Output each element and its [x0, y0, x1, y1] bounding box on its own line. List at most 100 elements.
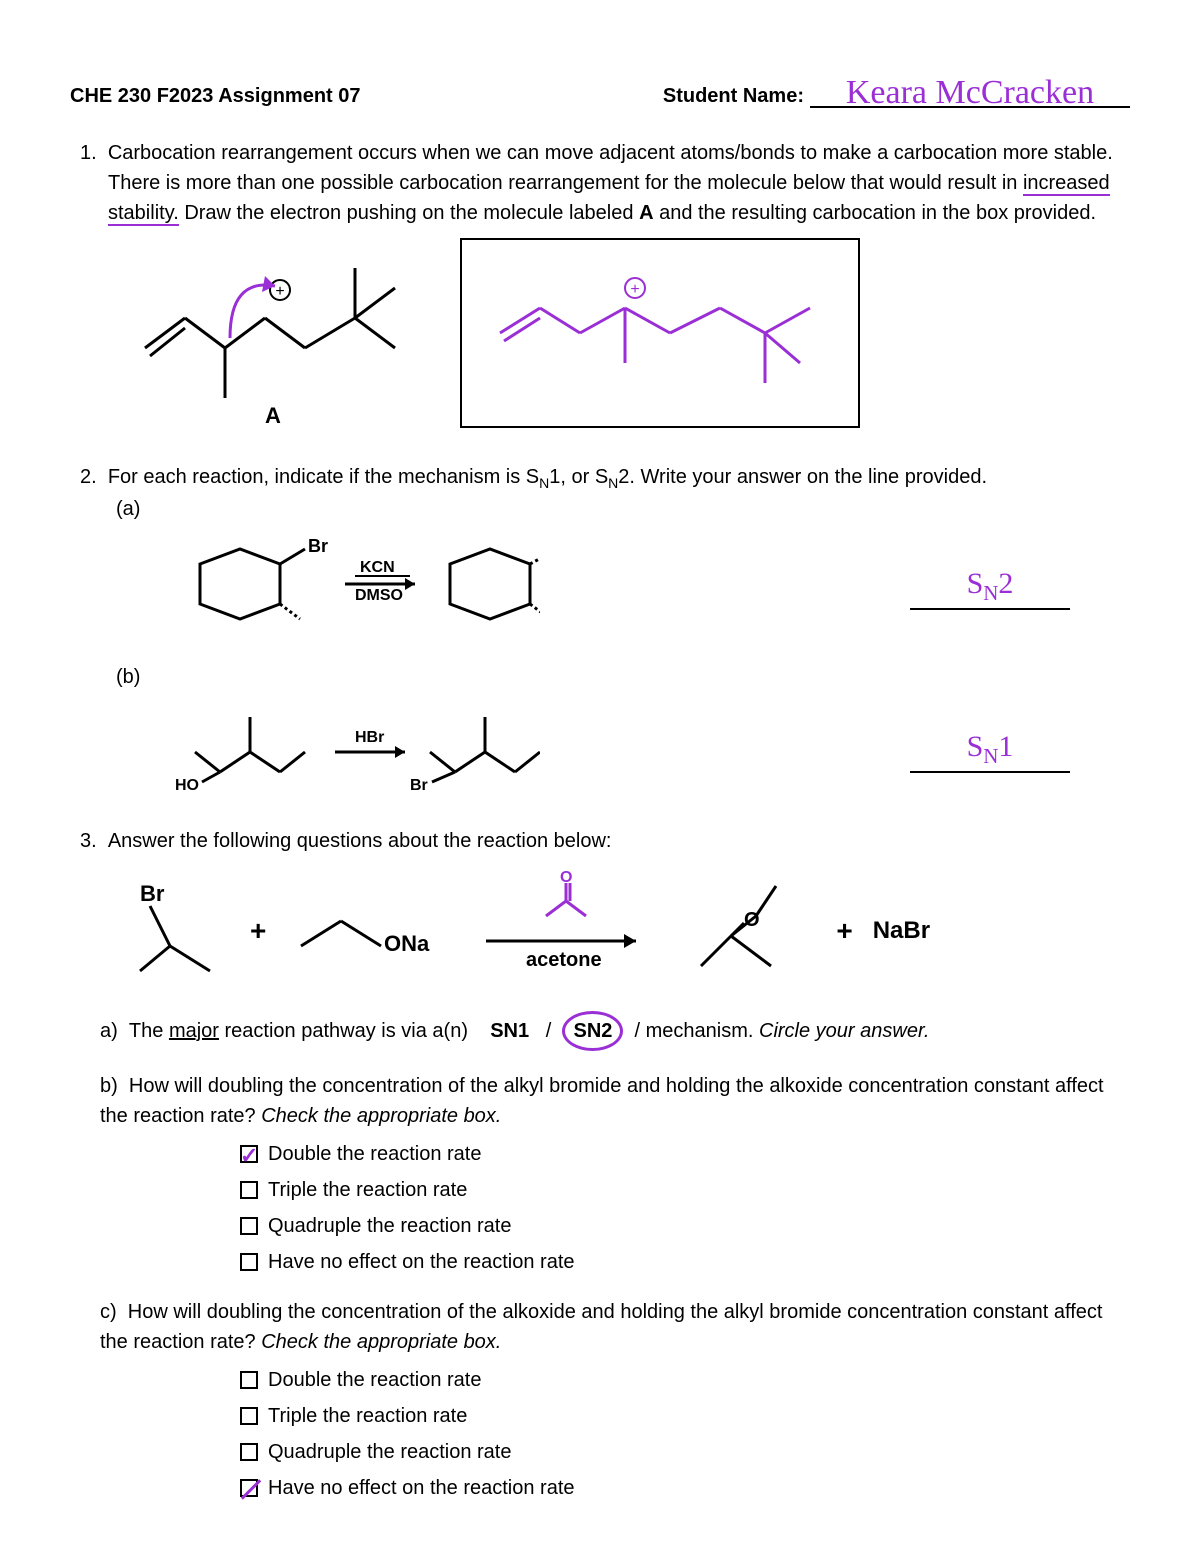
q2b-svg: HO HBr Br: [160, 702, 540, 802]
question-2: 2. For each reaction, indicate if the me…: [80, 462, 1130, 802]
q2b-answer-line: SN1: [910, 732, 1070, 773]
q3a: a) The major reaction pathway is via a(n…: [100, 1011, 1130, 1051]
q3b-opt-1: Triple the reaction rate: [240, 1175, 1130, 1205]
q3b-opt-0: Double the reaction rate: [240, 1139, 1130, 1169]
page: CHE 230 F2023 Assignment 07 Student Name…: [0, 0, 1200, 1567]
q3-number: 3.: [80, 830, 97, 852]
q3-text-main: Answer the following questions about the…: [108, 830, 612, 852]
q2a-answer-line: SN2: [910, 569, 1070, 610]
checkbox-icon[interactable]: [240, 1407, 258, 1425]
q3b-opt-2: Quadruple the reaction rate: [240, 1211, 1130, 1241]
q3a-italic: Circle your answer.: [759, 1020, 929, 1042]
checkbox-icon[interactable]: [240, 1371, 258, 1389]
svg-text:Br: Br: [410, 777, 428, 794]
q2-part-b-label: (b): [116, 662, 1130, 692]
q2-text-a: For each reaction, indicate if the mecha…: [108, 466, 539, 488]
q3b-opt3-label: Have no effect on the reaction rate: [268, 1247, 575, 1277]
q2-sn1: 1, or S: [549, 466, 608, 488]
course-title: CHE 230 F2023 Assignment 07: [70, 85, 361, 108]
q2-part-a-label: (a): [116, 494, 1130, 524]
svg-text:+: +: [275, 283, 284, 300]
q1-number: 1.: [80, 142, 97, 164]
q1-bold-a: A: [639, 202, 653, 224]
q3-plus2: +: [836, 910, 852, 952]
q3c-text: How will doubling the concentration of t…: [100, 1301, 1102, 1353]
q3a-sn1: SN1: [490, 1020, 529, 1042]
name-block: Student Name: Keara McCracken: [663, 70, 1130, 108]
q3b-label: b): [100, 1075, 118, 1097]
q3c-opt0-label: Double the reaction rate: [268, 1365, 481, 1395]
q3a-sn2-circled: SN2: [562, 1011, 623, 1051]
question-3: 3. Answer the following questions about …: [80, 826, 1130, 1503]
q3a-t2: reaction pathway is via a(n): [219, 1020, 468, 1042]
q2-number: 2.: [80, 466, 97, 488]
q3-reactant1: Br: [110, 876, 230, 986]
q3b-text: How will doubling the concentration of t…: [100, 1075, 1104, 1127]
q3a-sn2: SN2: [573, 1020, 612, 1042]
q3a-t3: / mechanism.: [635, 1020, 759, 1042]
checkbox-icon[interactable]: [240, 1181, 258, 1199]
q2a-reagent-top: KCN: [360, 559, 395, 576]
checkbox-icon[interactable]: [240, 1253, 258, 1271]
q3b-opt2-label: Quadruple the reaction rate: [268, 1211, 512, 1241]
q2b-reagent: HBr: [355, 729, 384, 746]
q3a-label: a): [100, 1020, 118, 1042]
q2a-svg: Br KCN DMSO CN: [160, 534, 540, 644]
q3-arrow: O acetone: [476, 871, 656, 991]
q3b-opt1-label: Triple the reaction rate: [268, 1175, 467, 1205]
q1-answer-box: +: [460, 238, 860, 428]
q3c-opt3-label: Have no effect on the reaction rate: [268, 1473, 575, 1503]
svg-text:O: O: [560, 871, 572, 886]
molecule-a-svg: + A: [130, 238, 420, 438]
q3b-italic: Check the appropriate box.: [261, 1105, 501, 1127]
q3-text: 3. Answer the following questions about …: [80, 826, 1130, 856]
q3-nabr: NaBr: [873, 913, 930, 949]
q3b: b) How will doubling the concentration o…: [100, 1071, 1130, 1131]
q3c-italic: Check the appropriate box.: [261, 1331, 501, 1353]
q3-product: O: [676, 871, 816, 991]
q1-text: 1. Carbocation rearrangement occurs when…: [80, 138, 1130, 228]
checkbox-icon[interactable]: [240, 1145, 258, 1163]
q2b-answer: SN1: [967, 730, 1014, 763]
q3c-opt-0: Double the reaction rate: [240, 1365, 1130, 1395]
svg-text:Br: Br: [308, 536, 328, 556]
q1-text-c: and the resulting carbocation in the box…: [654, 202, 1097, 224]
q2-rxn-b: HO HBr Br SN1: [160, 702, 1130, 802]
q3a-major: major: [169, 1020, 219, 1042]
q3c-opt-2: Quadruple the reaction rate: [240, 1437, 1130, 1467]
q2-sn2: 2. Write your answer on the line provide…: [618, 466, 987, 488]
q2a-answer: SN2: [967, 567, 1014, 600]
svg-text:+: +: [630, 281, 639, 298]
checkbox-icon[interactable]: [240, 1479, 258, 1497]
q3b-opt0-label: Double the reaction rate: [268, 1139, 481, 1169]
svg-text:O: O: [744, 909, 760, 931]
header: CHE 230 F2023 Assignment 07 Student Name…: [70, 70, 1130, 108]
q3c-opt-1: Triple the reaction rate: [240, 1401, 1130, 1431]
q1-text-a: Carbocation rearrangement occurs when we…: [108, 142, 1113, 194]
q2a-reagent-bot: DMSO: [355, 587, 403, 604]
q1-answer-svg: +: [480, 253, 840, 413]
q3-scheme: Br + ONa: [110, 871, 1130, 991]
q2-text: 2. For each reaction, indicate if the me…: [80, 462, 1130, 494]
q1-text-b: Draw the electron pushing on the molecul…: [179, 202, 639, 224]
q3c-opt2-label: Quadruple the reaction rate: [268, 1437, 512, 1467]
checkbox-icon[interactable]: [240, 1217, 258, 1235]
q3-reactant2: ONa: [286, 891, 456, 971]
question-1: 1. Carbocation rearrangement occurs when…: [80, 138, 1130, 438]
checkbox-icon[interactable]: [240, 1443, 258, 1461]
q3-ona: ONa: [384, 931, 430, 956]
student-name-label: Student Name:: [663, 85, 804, 108]
svg-text:HO: HO: [175, 777, 199, 794]
molecule-a-label: A: [265, 403, 281, 428]
q3-plus1: +: [250, 910, 266, 952]
q1-diagrams: + A: [130, 238, 1130, 438]
q3-solvent: acetone: [526, 949, 602, 971]
svg-text:Br: Br: [140, 881, 165, 906]
student-name-line: Keara McCracken: [810, 70, 1130, 108]
student-name-value: Keara McCracken: [846, 74, 1094, 111]
q3c-opt-3: Have no effect on the reaction rate: [240, 1473, 1130, 1503]
q3c-opt1-label: Triple the reaction rate: [268, 1401, 467, 1431]
q3c-label: c): [100, 1301, 117, 1323]
q3b-opt-3: Have no effect on the reaction rate: [240, 1247, 1130, 1277]
q3a-slash1: /: [546, 1020, 552, 1042]
